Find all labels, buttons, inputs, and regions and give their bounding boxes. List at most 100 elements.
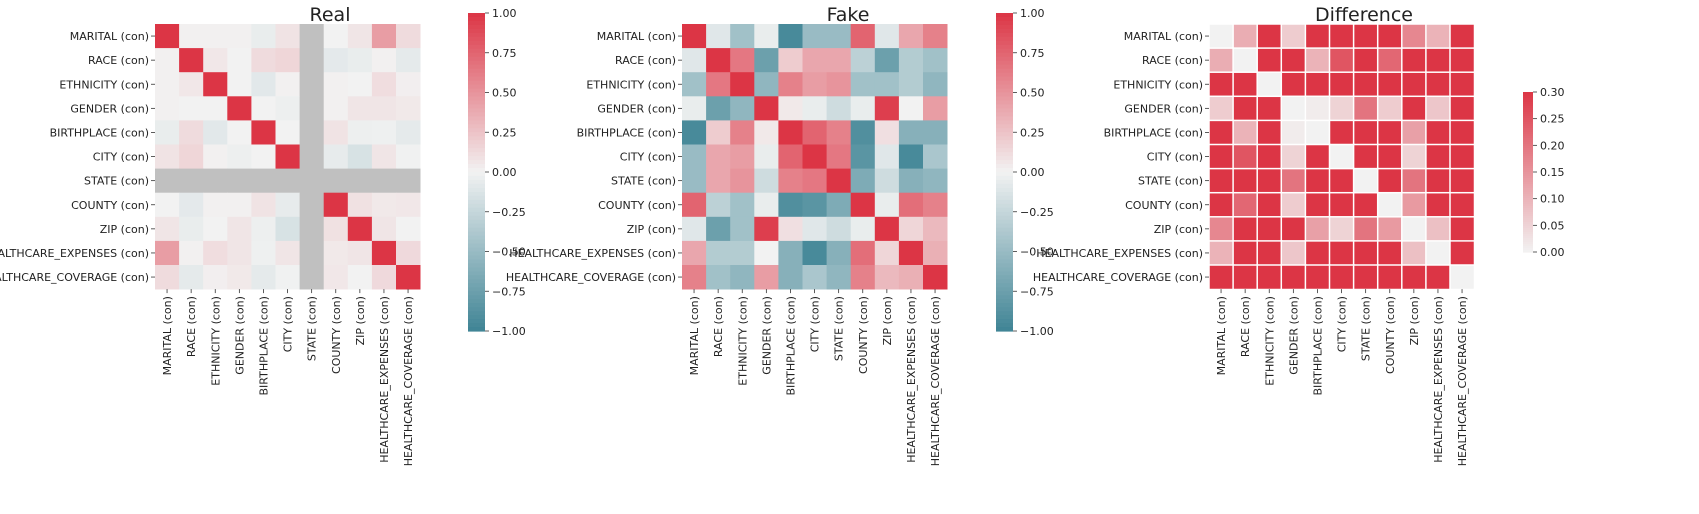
heatmap-cell — [730, 72, 755, 97]
heatmap-cell — [802, 265, 827, 290]
heatmap-cell — [1352, 71, 1379, 98]
heatmap-cell — [850, 168, 876, 194]
heatmap-cell — [923, 48, 948, 73]
colorbar-tick-label: 0.15 — [1540, 166, 1565, 179]
colorbar-segment — [1523, 228, 1533, 231]
heatmap-cell — [1328, 23, 1355, 50]
colorbar-segment — [468, 108, 485, 113]
column-label: STATE (con) — [833, 296, 846, 361]
heatmap-cell — [874, 72, 900, 97]
colorbar-segment — [468, 287, 485, 292]
heatmap-cell — [826, 168, 852, 194]
colorbar-segment — [996, 32, 1013, 38]
colorbar-segment — [1523, 156, 1533, 159]
heatmap-cell — [251, 216, 276, 242]
column-label: CITY (con) — [809, 296, 822, 352]
colorbar-segment — [468, 156, 485, 161]
colorbar-segment — [996, 88, 1013, 94]
heatmap-cell — [275, 192, 300, 218]
heatmap-cell — [1232, 47, 1259, 74]
colorbar-segment — [996, 223, 1013, 229]
heatmap-cell — [682, 96, 707, 121]
heatmap-cell — [371, 120, 397, 145]
colorbar-segment — [1523, 152, 1533, 155]
row-label: STATE (con) — [611, 175, 676, 188]
colorbar-segment — [468, 303, 485, 308]
column-label: ETHNICITY (con) — [209, 296, 222, 386]
heatmap-cell — [1208, 191, 1235, 218]
heatmap-cell — [730, 120, 755, 145]
colorbar-segment — [468, 223, 485, 229]
column-label: RACE (con) — [185, 296, 198, 357]
column-label: ZIP (con) — [1408, 296, 1421, 345]
row-label: COUNTY (con) — [1125, 199, 1203, 212]
colorbar-segment — [996, 68, 1013, 74]
colorbar-segment — [1523, 116, 1533, 119]
column-label: MARITAL (con) — [161, 296, 174, 375]
row-label: BIRTHPLACE (con) — [1104, 126, 1203, 139]
heatmap-cell — [323, 48, 349, 73]
heatmap-cell — [1376, 71, 1403, 98]
heatmap-cell — [396, 96, 421, 121]
colorbar-segment — [996, 255, 1013, 261]
heatmap-cell — [275, 216, 300, 242]
heatmap-cell — [802, 72, 827, 97]
heatmap-cell — [396, 216, 421, 242]
column-label: HEALTHCARE_EXPENSES (con) — [905, 296, 918, 463]
colorbar-segment — [1523, 164, 1533, 167]
colorbar-segment — [1523, 236, 1533, 239]
column-label: COUNTY (con) — [857, 296, 870, 374]
heatmap-cell — [754, 72, 779, 97]
column-label: STATE (con) — [306, 296, 319, 361]
heatmap-cell — [1280, 143, 1307, 170]
heatmap-cell — [1352, 23, 1379, 50]
colorbar-segment — [468, 164, 485, 169]
colorbar-segment — [1523, 244, 1533, 247]
fake-heatmap-cells — [682, 24, 948, 290]
colorbar-tick-label: 0.10 — [1540, 193, 1565, 206]
heatmap-cell — [898, 216, 924, 242]
heatmap-cell — [778, 265, 803, 290]
colorbar-segment — [1523, 128, 1533, 131]
heatmap-cell — [1401, 119, 1428, 146]
colorbar-tick-label: 0.00 — [1020, 166, 1045, 179]
heatmap-cell — [155, 168, 180, 194]
colorbar-segment — [996, 211, 1013, 217]
colorbar-segment — [996, 263, 1013, 269]
heatmap-cell — [396, 144, 421, 169]
heatmap-cell — [1425, 95, 1452, 122]
colorbar-segment — [1523, 162, 1533, 165]
colorbar-segment — [468, 319, 485, 324]
heatmap-cell — [1401, 264, 1428, 291]
heatmap-cell — [371, 216, 397, 242]
heatmap-cell — [275, 265, 300, 290]
heatmap-cell — [275, 120, 300, 145]
colorbar-segment — [1523, 134, 1533, 137]
heatmap-cell — [1256, 191, 1283, 218]
heatmap-cell — [179, 24, 204, 49]
colorbar-segment — [1523, 98, 1533, 101]
real-heatmap-cells — [155, 24, 421, 290]
heatmap-cell — [923, 24, 948, 49]
colorbar-segment — [996, 80, 1013, 86]
colorbar-segment — [1523, 246, 1533, 249]
colorbar-segment — [996, 251, 1013, 257]
fake-column-labels: MARITAL (con) RACE (con) ETHNICITY (con) GE… — [688, 289, 942, 466]
heatmap-cell — [826, 72, 852, 97]
heatmap-cell — [203, 48, 228, 73]
heatmap-cell — [1401, 47, 1428, 74]
heatmap-cell — [826, 24, 852, 49]
colorbar-segment — [468, 247, 485, 253]
colorbar-segment — [996, 124, 1013, 129]
colorbar-segment — [468, 13, 485, 18]
heatmap-cell — [1401, 71, 1428, 98]
row-label: HEALTHCARE_EXPENSES (con) — [0, 247, 149, 260]
heatmap-cell — [923, 240, 948, 266]
heatmap-cell — [1280, 23, 1307, 50]
heatmap-cell — [682, 48, 707, 73]
fake-heatmap-title: Fake — [827, 4, 870, 26]
colorbar-segment — [1523, 210, 1533, 213]
colorbar-tick-label: −0.50 — [1020, 246, 1054, 259]
heatmap-cell — [1256, 71, 1283, 98]
